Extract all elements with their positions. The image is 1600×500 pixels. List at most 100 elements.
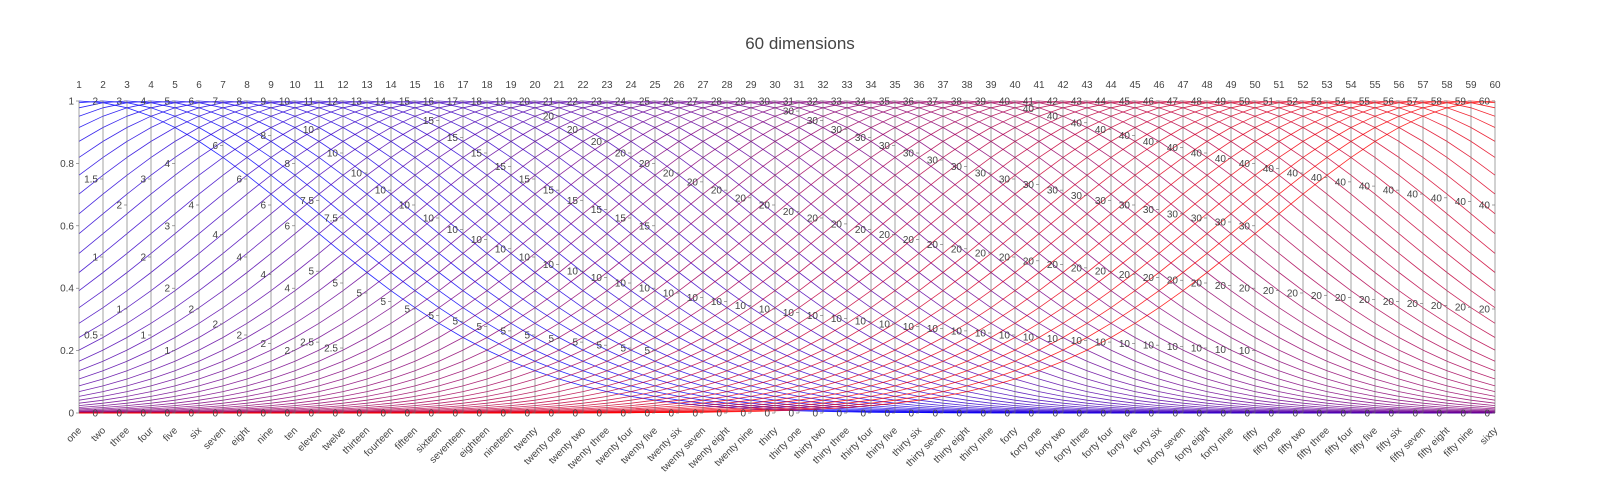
tick-label: 15 — [399, 97, 411, 108]
dim-top-label: 38 — [961, 80, 973, 91]
tick-label: 10 — [711, 297, 723, 308]
tick-label: 10 — [351, 169, 363, 180]
tick-label: 48 — [1191, 97, 1203, 108]
tick-label: 10 — [1071, 336, 1083, 347]
dim-top-label: 4 — [148, 80, 154, 91]
tick-label: 40 — [1023, 104, 1035, 115]
tick-label: 0 — [68, 409, 74, 420]
tick-label: 0 — [1484, 409, 1490, 420]
tick-label: 20 — [831, 219, 843, 230]
tick-label: 0 — [92, 409, 98, 420]
tick-label: 5 — [644, 346, 650, 357]
dim-top-label: 5 — [172, 80, 178, 91]
tick-label: 40 — [999, 97, 1011, 108]
dim-top-label: 29 — [745, 80, 757, 91]
dim-top-label: 10 — [289, 80, 301, 91]
tick-label: 7.5 — [300, 196, 314, 207]
dim-top-label: 52 — [1297, 80, 1309, 91]
tick-label: 10 — [567, 267, 579, 278]
dim-bottom-label: ten — [283, 425, 301, 443]
tick-label: 39 — [975, 97, 987, 108]
tick-label: 15 — [495, 162, 507, 173]
tick-label: 15 — [447, 133, 459, 144]
tick-label: 10 — [279, 97, 291, 108]
tick-label: 10 — [447, 225, 459, 236]
tick-label: 0 — [1028, 409, 1034, 420]
tick-label: 20 — [903, 235, 915, 246]
tick-label: 0 — [1412, 409, 1418, 420]
tick-label: 40 — [1383, 186, 1395, 197]
axis-60[interactable]: 60 sixty 0 20 40 60 — [1478, 80, 1501, 447]
tick-label: 4 — [140, 97, 146, 108]
axis-1[interactable]: 1 one 0 0.2 0.4 0.6 0.8 1 — [60, 80, 84, 445]
tick-label: 10 — [495, 244, 507, 255]
tick-label: 29 — [735, 97, 747, 108]
tick-label: 2.5 — [300, 338, 314, 349]
dim-top-label: 3 — [124, 80, 130, 91]
tick-label: 20 — [519, 97, 531, 108]
dim-top-label: 9 — [268, 80, 274, 91]
dim-top-label: 54 — [1345, 80, 1357, 91]
tick-label: 40 — [1311, 173, 1323, 184]
tick-label: 0 — [260, 409, 266, 420]
tick-label: 5 — [452, 317, 458, 328]
tick-label: 10 — [1047, 334, 1059, 345]
tick-label: 5 — [596, 341, 602, 352]
series-line-32 — [78, 100, 1496, 412]
tick-label: 20 — [639, 159, 651, 170]
tick-label: 0 — [932, 409, 938, 420]
tick-label: 20 — [735, 193, 747, 204]
dim-top-label: 47 — [1177, 80, 1189, 91]
dim-top-label: 37 — [937, 80, 949, 91]
tick-label: 0 — [428, 409, 434, 420]
tick-label: 15 — [567, 196, 579, 207]
dim-top-label: 20 — [529, 80, 541, 91]
dim-top-label: 8 — [244, 80, 250, 91]
tick-label: 1 — [92, 253, 98, 264]
tick-label: 0 — [1460, 409, 1466, 420]
tick-label: 6 — [284, 221, 290, 232]
tick-label: 45 — [1119, 97, 1131, 108]
dim-top-label: 48 — [1201, 80, 1213, 91]
tick-label: 40 — [1095, 125, 1107, 136]
dim-top-label: 6 — [196, 80, 202, 91]
dim-bottom-label: three — [108, 425, 132, 449]
tick-label: 0.5 — [84, 331, 98, 342]
axis-5[interactable]: 5 five 0 1 2 3 4 5 — [161, 80, 180, 444]
dim-top-label: 28 — [721, 80, 733, 91]
tick-label: 44 — [1095, 97, 1107, 108]
tick-label: 10 — [759, 305, 771, 316]
tick-label: 0 — [1436, 409, 1442, 420]
tick-label: 0 — [884, 409, 890, 420]
tick-label: 0 — [1220, 409, 1226, 420]
axis-3[interactable]: 3 three 0 1 2 3 — [108, 80, 132, 449]
tick-label: 6 — [212, 141, 218, 152]
dim-bottom-label: seven — [201, 425, 228, 452]
dim-top-label: 59 — [1465, 80, 1477, 91]
tick-label: 20 — [1263, 286, 1275, 297]
tick-label: 20 — [1359, 295, 1371, 306]
tick-label: 20 — [855, 225, 867, 236]
tick-label: 30 — [783, 107, 795, 118]
tick-label: 23 — [591, 97, 603, 108]
tick-label: 20 — [951, 244, 963, 255]
tick-label: 40 — [1263, 164, 1275, 175]
tick-label: 4 — [164, 159, 170, 170]
tick-label: 20 — [567, 125, 579, 136]
dim-bottom-label: six — [188, 425, 204, 441]
dim-top-label: 21 — [553, 80, 565, 91]
tick-label: 0 — [1388, 409, 1394, 420]
tick-label: 34 — [855, 97, 867, 108]
tick-label: 10 — [783, 308, 795, 319]
tick-label: 58 — [1431, 97, 1443, 108]
tick-label: 24 — [615, 97, 627, 108]
tick-label: 0 — [332, 409, 338, 420]
